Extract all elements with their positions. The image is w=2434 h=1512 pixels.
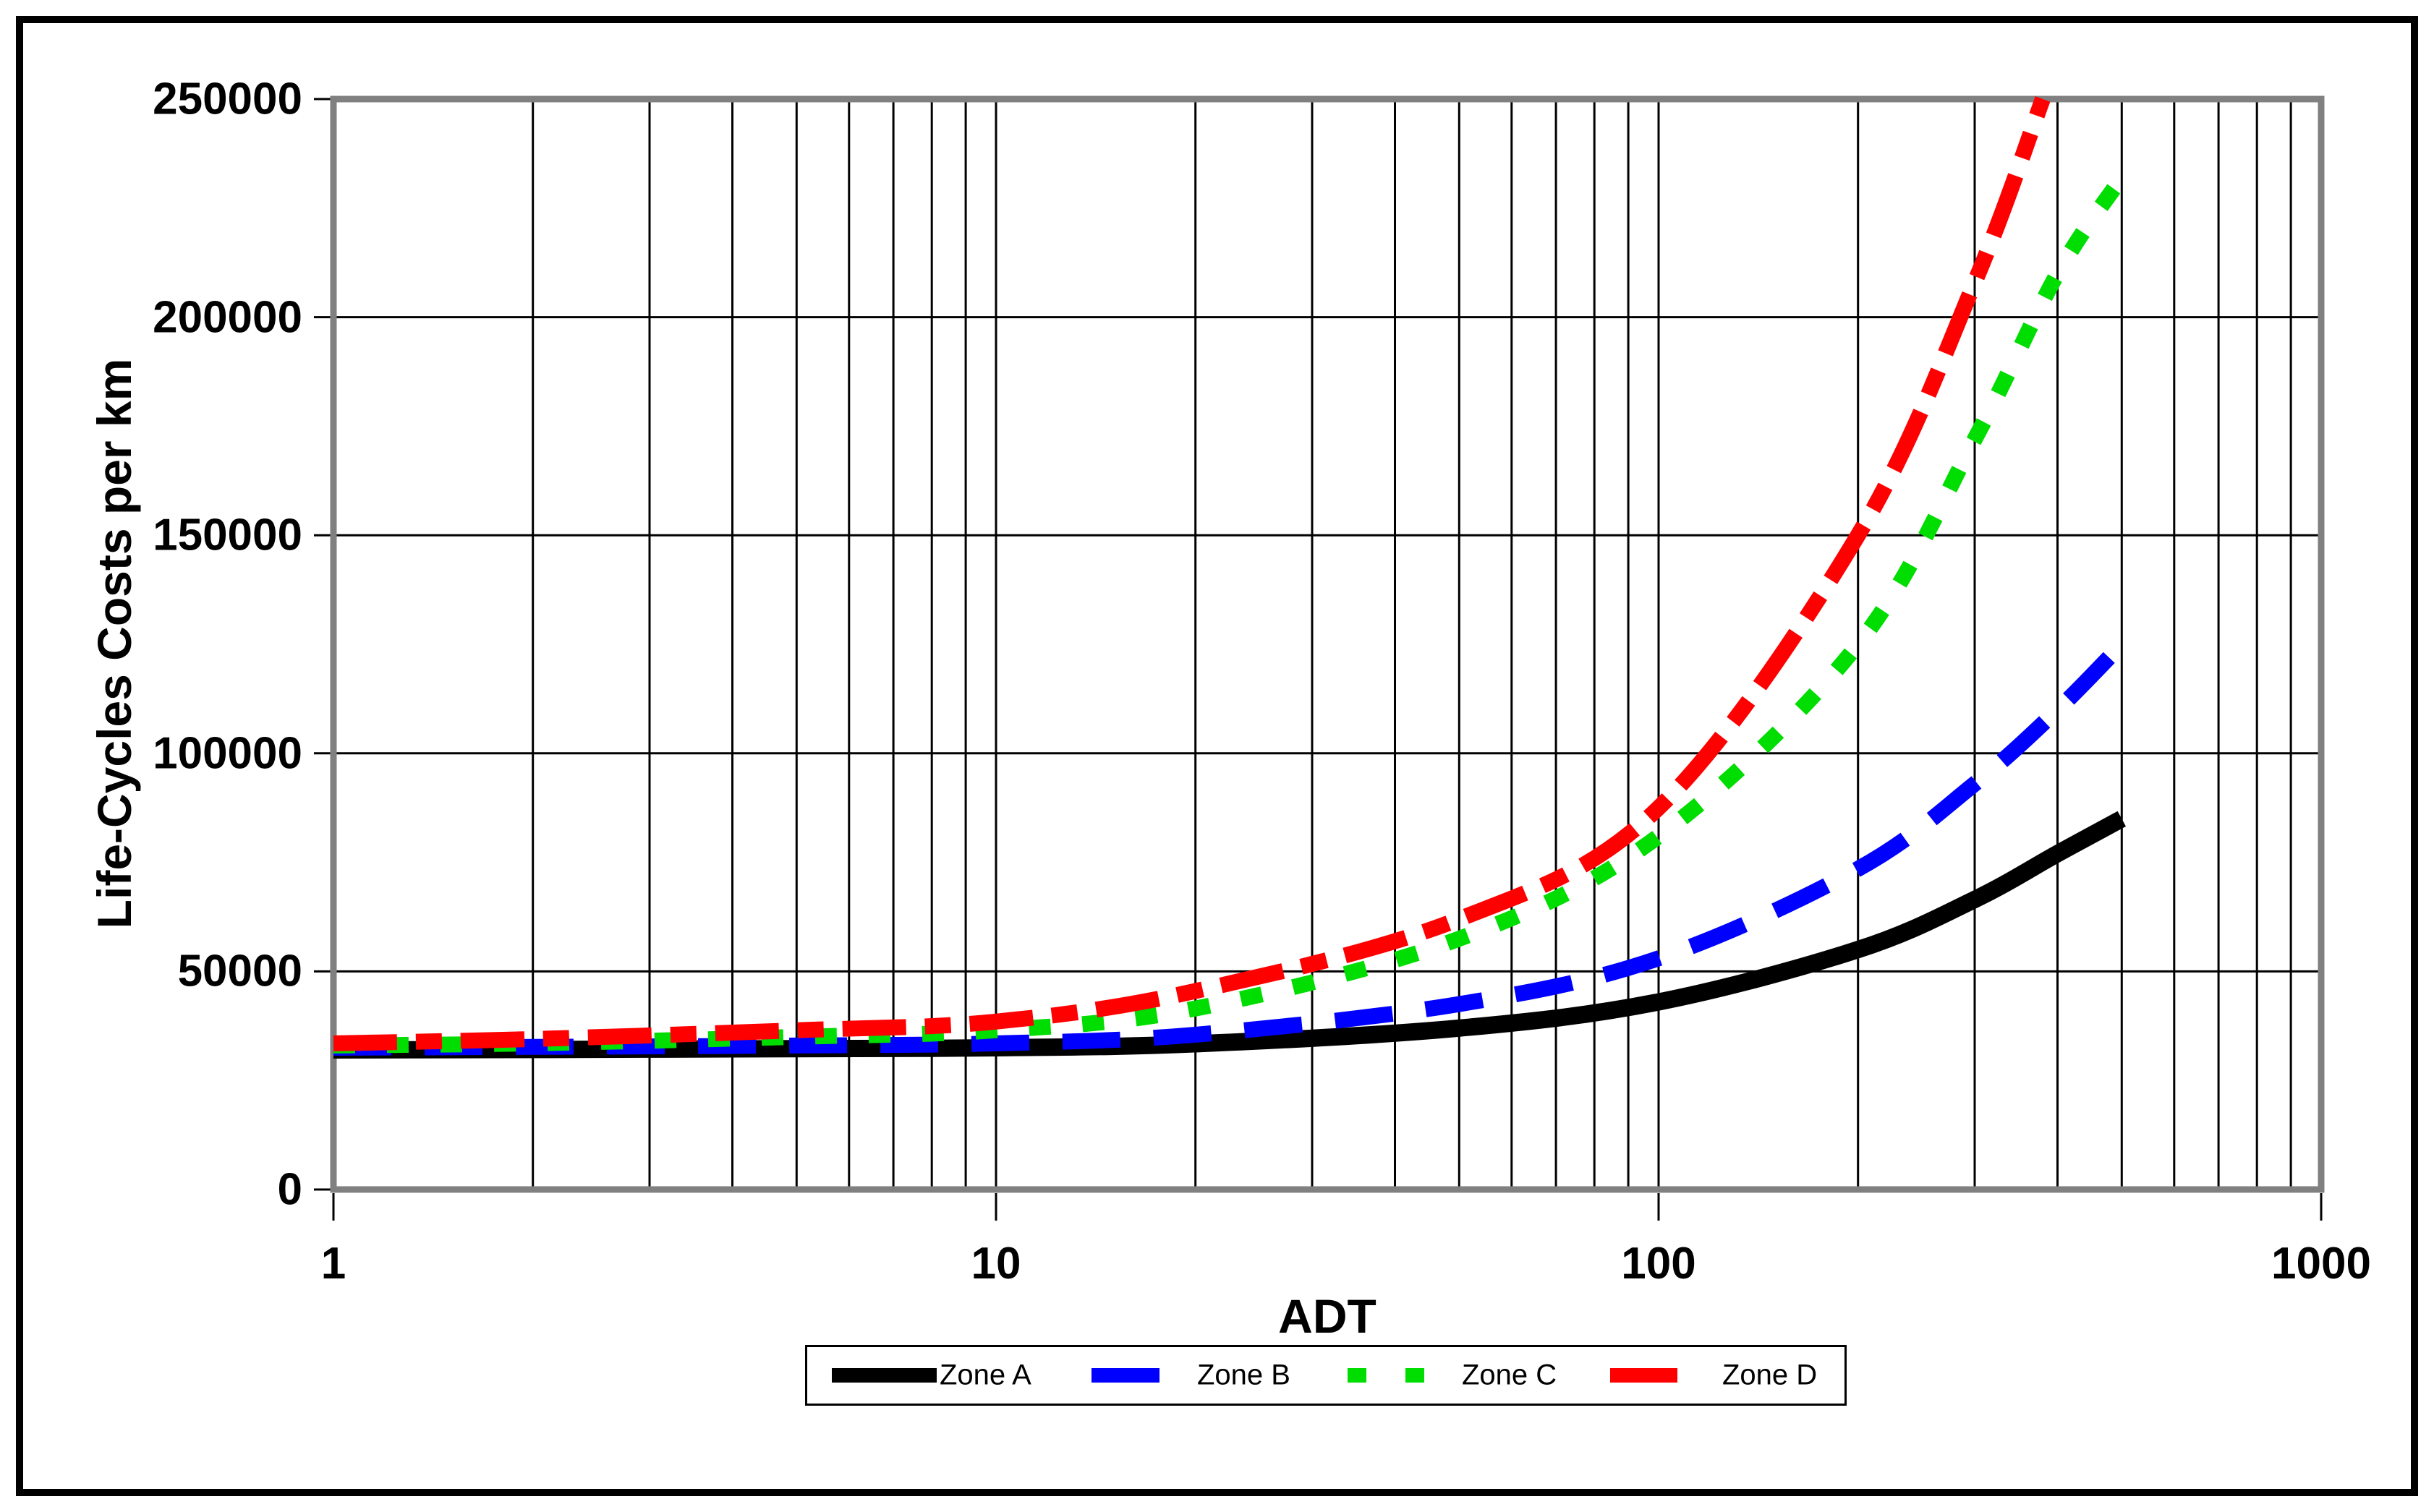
- y-tick-label-0: 0: [277, 1164, 302, 1215]
- x-tick-label-100: 100: [1621, 1239, 1696, 1289]
- legend-swatch-zone-a: [832, 1368, 937, 1383]
- y-tick-label-200000: 200000: [153, 292, 302, 343]
- legend: Zone A Zone B Zone C Zone D: [805, 1345, 1847, 1406]
- y-tick-label-250000: 250000: [153, 74, 302, 124]
- series-line-zone-c: [333, 173, 2129, 1054]
- legend-label-zone-a: Zone A: [940, 1359, 1031, 1391]
- series-line-zone-d: [333, 96, 2051, 1051]
- y-tick-label-150000: 150000: [153, 510, 302, 560]
- series-line-zone-b: [333, 638, 2128, 1056]
- figure-border: [16, 16, 2418, 1496]
- legend-label-zone-d: Zone D: [1722, 1359, 1818, 1391]
- y-axis-title: Life-Cycles Costs per km: [88, 358, 141, 929]
- legend-label-zone-b: Zone B: [1197, 1359, 1290, 1391]
- legend-swatch-zone-d: [1610, 1368, 1677, 1383]
- x-tick-label-10: 10: [971, 1239, 1021, 1289]
- legend-swatch-zone-c-dash2: [1405, 1368, 1424, 1383]
- legend-swatch-zone-c-dash1: [1348, 1368, 1366, 1383]
- y-tick-label-50000: 50000: [177, 946, 302, 996]
- x-tick-label-1: 1: [320, 1239, 346, 1289]
- legend-swatch-zone-b: [1092, 1368, 1159, 1383]
- y-tick-label-100000: 100000: [153, 728, 302, 779]
- x-axis-title: ADT: [1278, 1289, 1376, 1343]
- legend-label-zone-c: Zone C: [1462, 1359, 1557, 1391]
- x-tick-label-1000: 1000: [2271, 1239, 2371, 1289]
- plot-frame: [330, 95, 2325, 1193]
- series-line-zone-a: [333, 811, 2127, 1059]
